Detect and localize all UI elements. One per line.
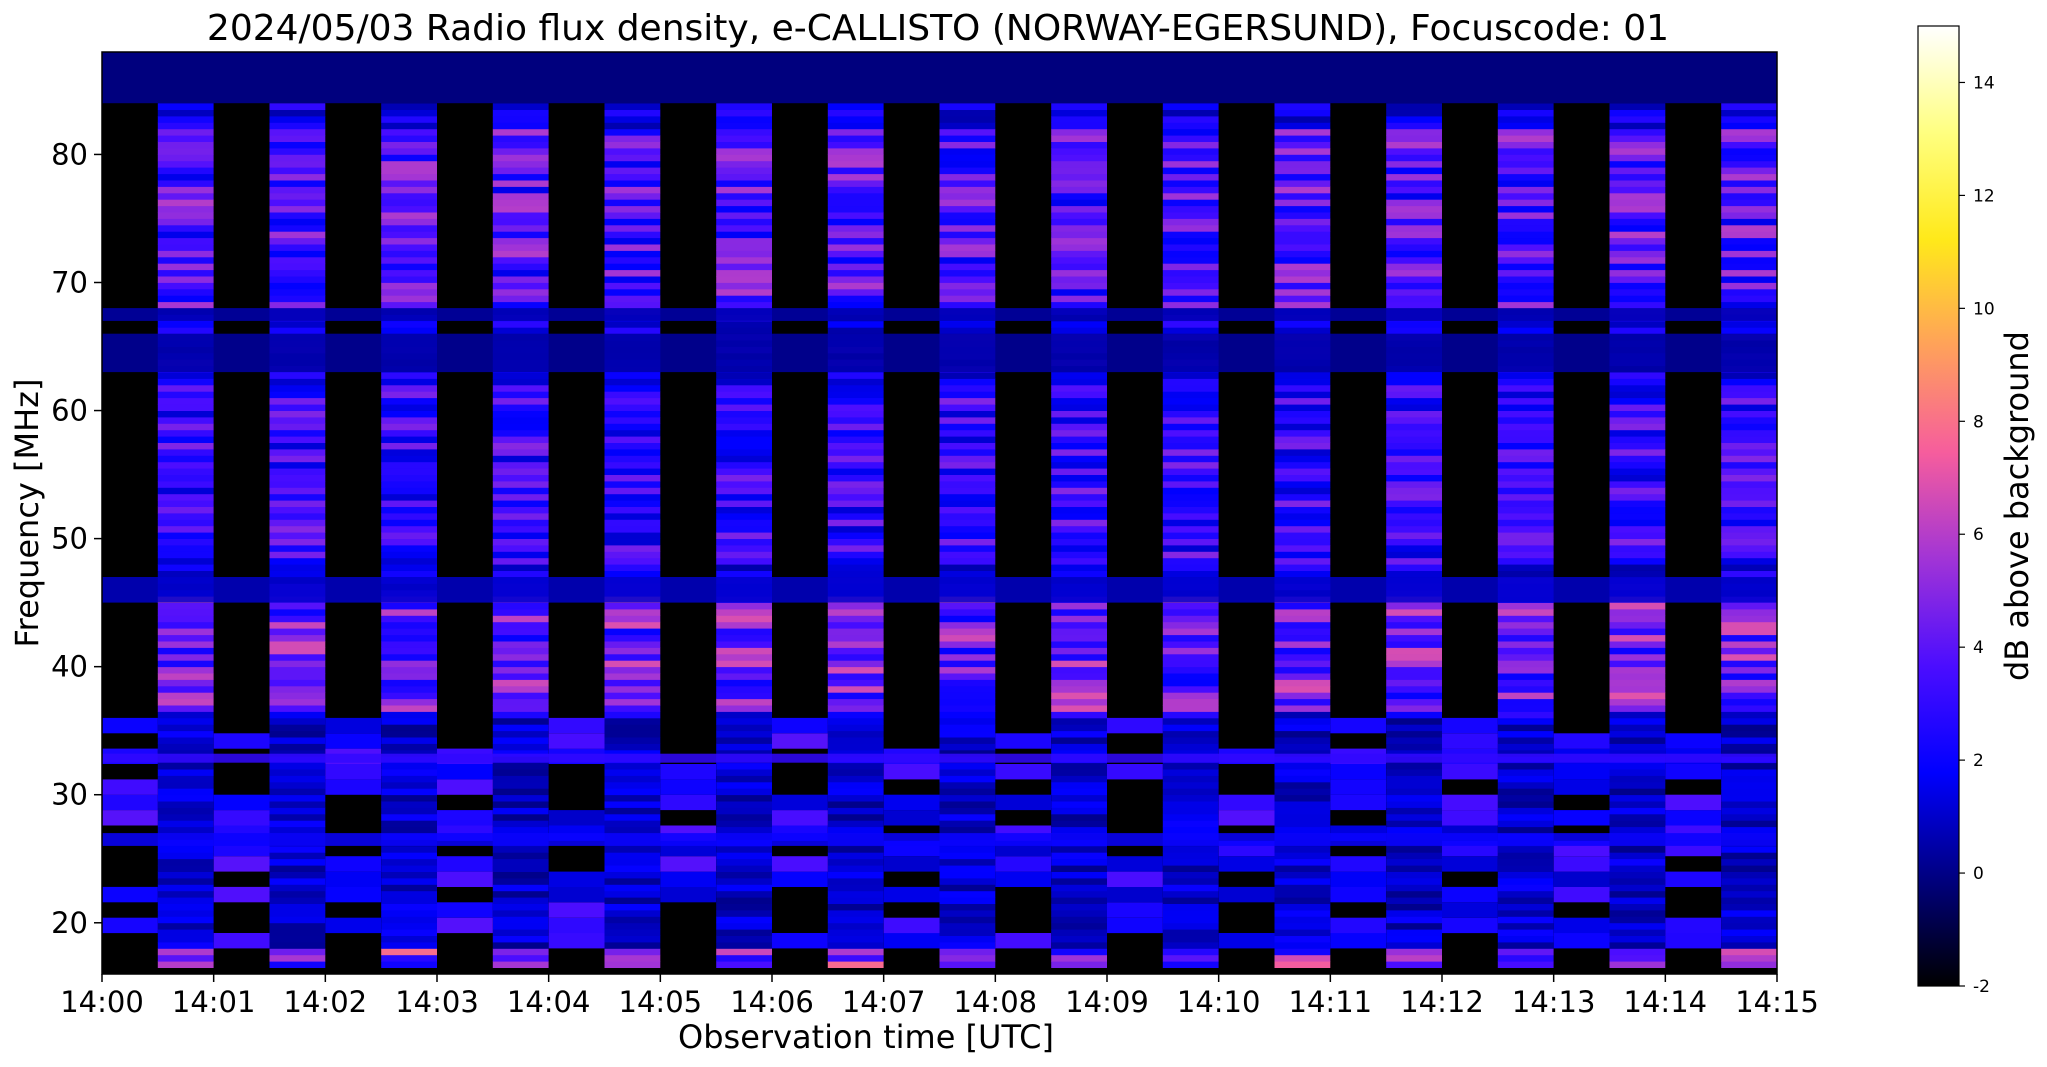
colorbar-ticks: -2 0 2 4 6 8 10 12 14 [1959, 73, 1995, 997]
x-tick-label: 14:00 [60, 985, 144, 1019]
colorbar-tick-label: -2 [1973, 977, 1990, 997]
x-tick-label: 14:05 [619, 985, 703, 1019]
chart-title: 2024/05/03 Radio flux density, e-CALLIST… [207, 8, 1669, 49]
spectrogram-plot-area [102, 52, 1777, 974]
horizontal-band-4 [102, 753, 1777, 763]
y-tick-label: 20 [51, 906, 88, 940]
x-tick-label: 14:15 [1735, 985, 1819, 1019]
x-tick-label: 14:08 [954, 985, 1038, 1019]
colorbar-fill [1917, 25, 1960, 987]
horizontal-bands [102, 52, 1777, 846]
y-tick-label: 70 [51, 266, 88, 300]
x-tick-label: 14:12 [1400, 985, 1484, 1019]
y-tick-label: 50 [51, 522, 88, 556]
colorbar-tick-label: 6 [1973, 525, 1984, 545]
x-tick-label: 14:02 [284, 985, 368, 1019]
colorbar-tick-label: 14 [1973, 73, 1995, 93]
y-tick-label: 80 [51, 137, 88, 171]
y-axis-label: Frequency [MHz] [8, 379, 46, 648]
x-tick-label: 14:09 [1065, 985, 1149, 1019]
colorbar-tick-label: 12 [1973, 186, 1995, 206]
colorbar-tick-label: 2 [1973, 751, 1984, 771]
colorbar-tick-label: 4 [1973, 638, 1984, 658]
x-axis-label: Observation time [UTC] [678, 1018, 1054, 1056]
sweep-column-7 [883, 103, 996, 968]
x-tick-label: 14:04 [507, 985, 591, 1019]
x-axis-ticks: 14:00 14:01 14:02 14:03 14:04 14:05 14:06 14:07… [60, 974, 1819, 1019]
y-axis-ticks: 20 30 40 50 60 70 80 [51, 137, 102, 940]
colorbar-tick-label: 8 [1973, 412, 1984, 432]
colorbar-tick-label: 0 [1973, 864, 1984, 884]
colorbar: -2 0 2 4 6 8 10 12 14 dB above background [1917, 25, 2036, 997]
x-tick-label: 14:11 [1289, 985, 1373, 1019]
sweep-column-4 [548, 103, 661, 968]
colorbar-label: dB above background [1998, 331, 2036, 681]
y-tick-label: 60 [51, 394, 88, 428]
sweep-column-1 [213, 103, 326, 968]
horizontal-band-5 [102, 833, 1777, 846]
horizontal-band-2 [102, 333, 1777, 373]
plot-frame [101, 51, 1778, 975]
horizontal-band-1 [102, 308, 1777, 321]
horizontal-band-0 [102, 52, 1777, 104]
sweep-column-9 [1107, 103, 1219, 968]
horizontal-band-3 [102, 577, 1777, 603]
x-tick-label: 14:10 [1177, 985, 1261, 1019]
x-tick-label: 14:07 [842, 985, 926, 1019]
y-tick-label: 30 [51, 778, 88, 812]
sweep-column-11 [1330, 103, 1442, 968]
y-tick-label: 40 [51, 650, 88, 684]
x-tick-label: 14:06 [730, 985, 814, 1019]
x-tick-label: 14:13 [1512, 985, 1596, 1019]
x-tick-label: 14:03 [395, 985, 479, 1019]
x-tick-label: 14:01 [172, 985, 256, 1019]
x-tick-label: 14:14 [1624, 985, 1708, 1019]
colorbar-tick-label: 10 [1973, 299, 1995, 319]
